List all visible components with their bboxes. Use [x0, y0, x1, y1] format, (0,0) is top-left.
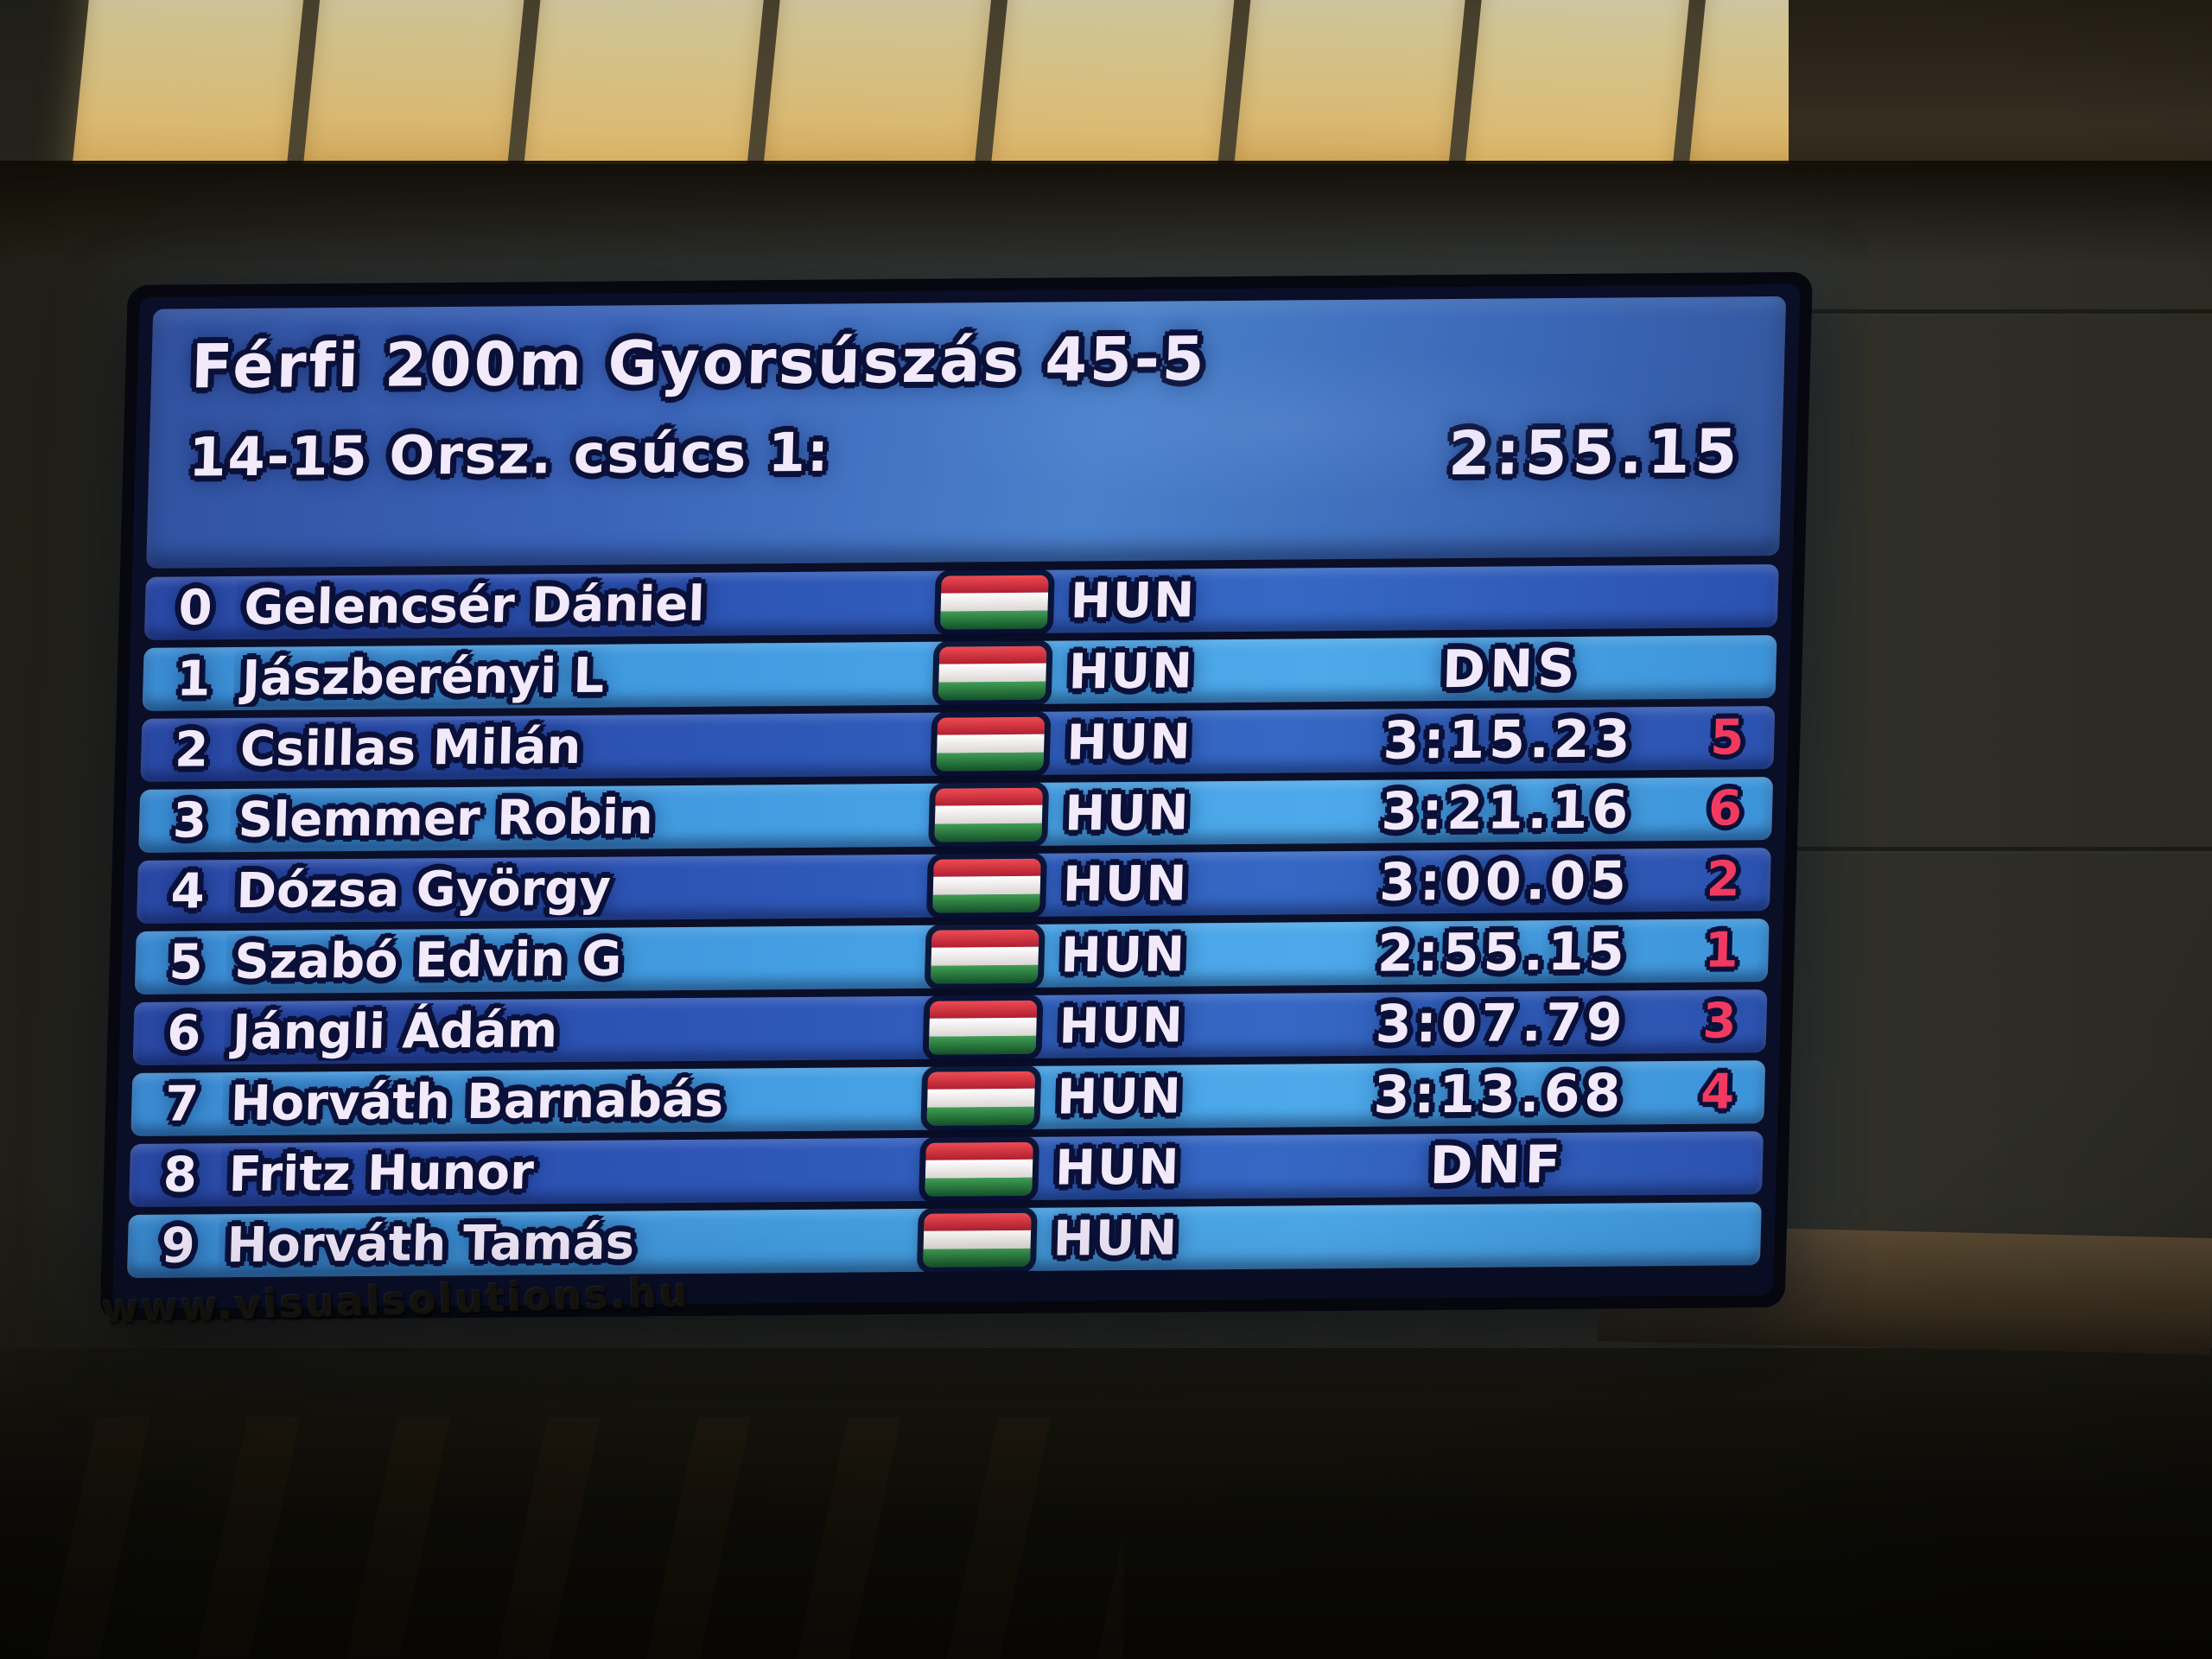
swimmer-name: Jászberényi L	[241, 647, 606, 707]
scoreboard-screen: Férfi 200m Gyorsúszás 45-5 14-15 Orsz. c…	[111, 283, 1801, 1309]
result-time	[1329, 596, 1695, 599]
swimmer-name: Fritz Hunor	[227, 1144, 535, 1204]
result-time: 3:13.68	[1372, 1062, 1626, 1126]
lane-number: 8	[162, 1147, 198, 1204]
lane-number: 2	[174, 721, 210, 779]
hungary-flag-icon	[940, 575, 1049, 630]
place-number: 5	[1709, 709, 1745, 766]
table-row: 2 Csillas Milán HUN 3:15.23 5	[140, 706, 1776, 782]
hungary-flag-icon	[934, 787, 1044, 842]
place-number: 2	[1706, 851, 1741, 908]
swimmer-name: Gelencsér Dániel	[243, 575, 706, 636]
event-title: Férfi 200m Gyorsúszás 45-5	[190, 323, 1208, 403]
hungary-flag-icon	[926, 1071, 1036, 1126]
place-number: 3	[1701, 993, 1738, 1050]
place-number	[1679, 1234, 1749, 1235]
wall-bottom-stripes	[0, 1417, 1123, 1659]
table-row: 4 Dózsa György HUN 3:00.05 2	[136, 848, 1771, 924]
hungary-flag-icon	[925, 1141, 1033, 1197]
result-time: 3:21.16	[1380, 779, 1634, 842]
result-time: 3:15.23	[1382, 708, 1636, 772]
nation-code: HUN	[1070, 572, 1198, 630]
swimmer-name: Dózsa György	[235, 860, 612, 920]
result-time: 2:55.15	[1376, 920, 1630, 984]
nation-code: HUN	[1064, 785, 1192, 842]
place-number: 6	[1707, 780, 1743, 837]
lane-number: 0	[177, 580, 213, 637]
ceiling-shadow	[0, 161, 2212, 264]
hungary-flag-icon	[936, 716, 1046, 772]
place-number	[1681, 1163, 1751, 1164]
lane-number: 6	[166, 1005, 202, 1062]
hungary-flag-icon	[932, 858, 1041, 913]
swimmer-name: Slemmer Robin	[237, 789, 654, 849]
swimmer-name: Horváth Tamás	[226, 1214, 635, 1274]
place-number	[1694, 667, 1764, 668]
lane-number: 9	[160, 1217, 196, 1274]
scoreboard-header: Férfi 200m Gyorsúszás 45-5 14-15 Orsz. c…	[146, 296, 1787, 569]
table-row: 5 Szabó Edvin G HUN 2:55.15 1	[134, 918, 1770, 995]
table-row: 7 Horváth Barnabás HUN 3:13.68 4	[130, 1060, 1766, 1137]
table-row: 0 Gelencsér Dániel HUN	[143, 564, 1779, 640]
swimmer-name: Csillas Milán	[239, 718, 582, 779]
record-line: 14-15 Orsz. csúcs 1: 2:55.15	[149, 390, 1784, 491]
nation-code: HUN	[1067, 643, 1195, 701]
place-number	[1696, 596, 1766, 597]
table-row: 9 Horváth Tamás HUN	[126, 1202, 1762, 1279]
nation-code: HUN	[1062, 855, 1190, 913]
swimmer-name: Horváth Barnabás	[230, 1071, 725, 1133]
table-row: 8 Fritz Hunor HUN DNF	[129, 1131, 1764, 1208]
lane-number: 4	[169, 863, 206, 920]
lane-number: 5	[168, 934, 204, 991]
nation-code: HUN	[1058, 997, 1185, 1055]
hungary-flag-icon	[938, 645, 1047, 701]
nation-code: HUN	[1059, 926, 1187, 984]
result-time	[1312, 1234, 1678, 1236]
place-number: 1	[1703, 922, 1739, 979]
record-time: 2:55.15	[1447, 416, 1744, 490]
swimmer-name: Szabó Edvin G	[233, 931, 623, 991]
light-panel	[302, 0, 528, 181]
result-time: DNS	[1441, 638, 1580, 700]
results-list: 0 Gelencsér Dániel HUN 1 Jászberényi L H…	[126, 564, 1779, 1279]
nation-code: HUN	[1056, 1068, 1184, 1126]
hungary-flag-icon	[923, 1212, 1032, 1268]
swimmer-name: Jángli Ádám	[232, 1002, 559, 1062]
light-panel	[761, 0, 995, 184]
table-row: 3 Slemmer Robin HUN 3:21.16 6	[138, 777, 1774, 853]
hungary-flag-icon	[930, 929, 1039, 984]
table-row: 6 Jángli Ádám HUN 3:07.79 3	[132, 989, 1768, 1065]
hungary-flag-icon	[928, 1000, 1038, 1055]
result-time: 3:00.05	[1378, 849, 1631, 913]
table-row: 1 Jászberényi L HUN DNS	[142, 635, 1777, 711]
scoreboard-bezel: Férfi 200m Gyorsúszás 45-5 14-15 Orsz. c…	[99, 271, 1813, 1321]
light-panel	[70, 0, 308, 188]
result-time: DNF	[1428, 1134, 1566, 1196]
nation-code: HUN	[1054, 1139, 1182, 1197]
light-panel	[1232, 0, 1468, 181]
lane-number: 1	[175, 651, 212, 708]
record-label: 14-15 Orsz. csúcs 1:	[188, 420, 831, 489]
result-time: 3:07.79	[1375, 991, 1628, 1055]
lane-number: 3	[172, 792, 207, 849]
place-number: 4	[1700, 1064, 1736, 1121]
nation-code: HUN	[1052, 1210, 1180, 1268]
nation-code: HUN	[1065, 714, 1193, 772]
lane-number: 7	[164, 1076, 200, 1133]
